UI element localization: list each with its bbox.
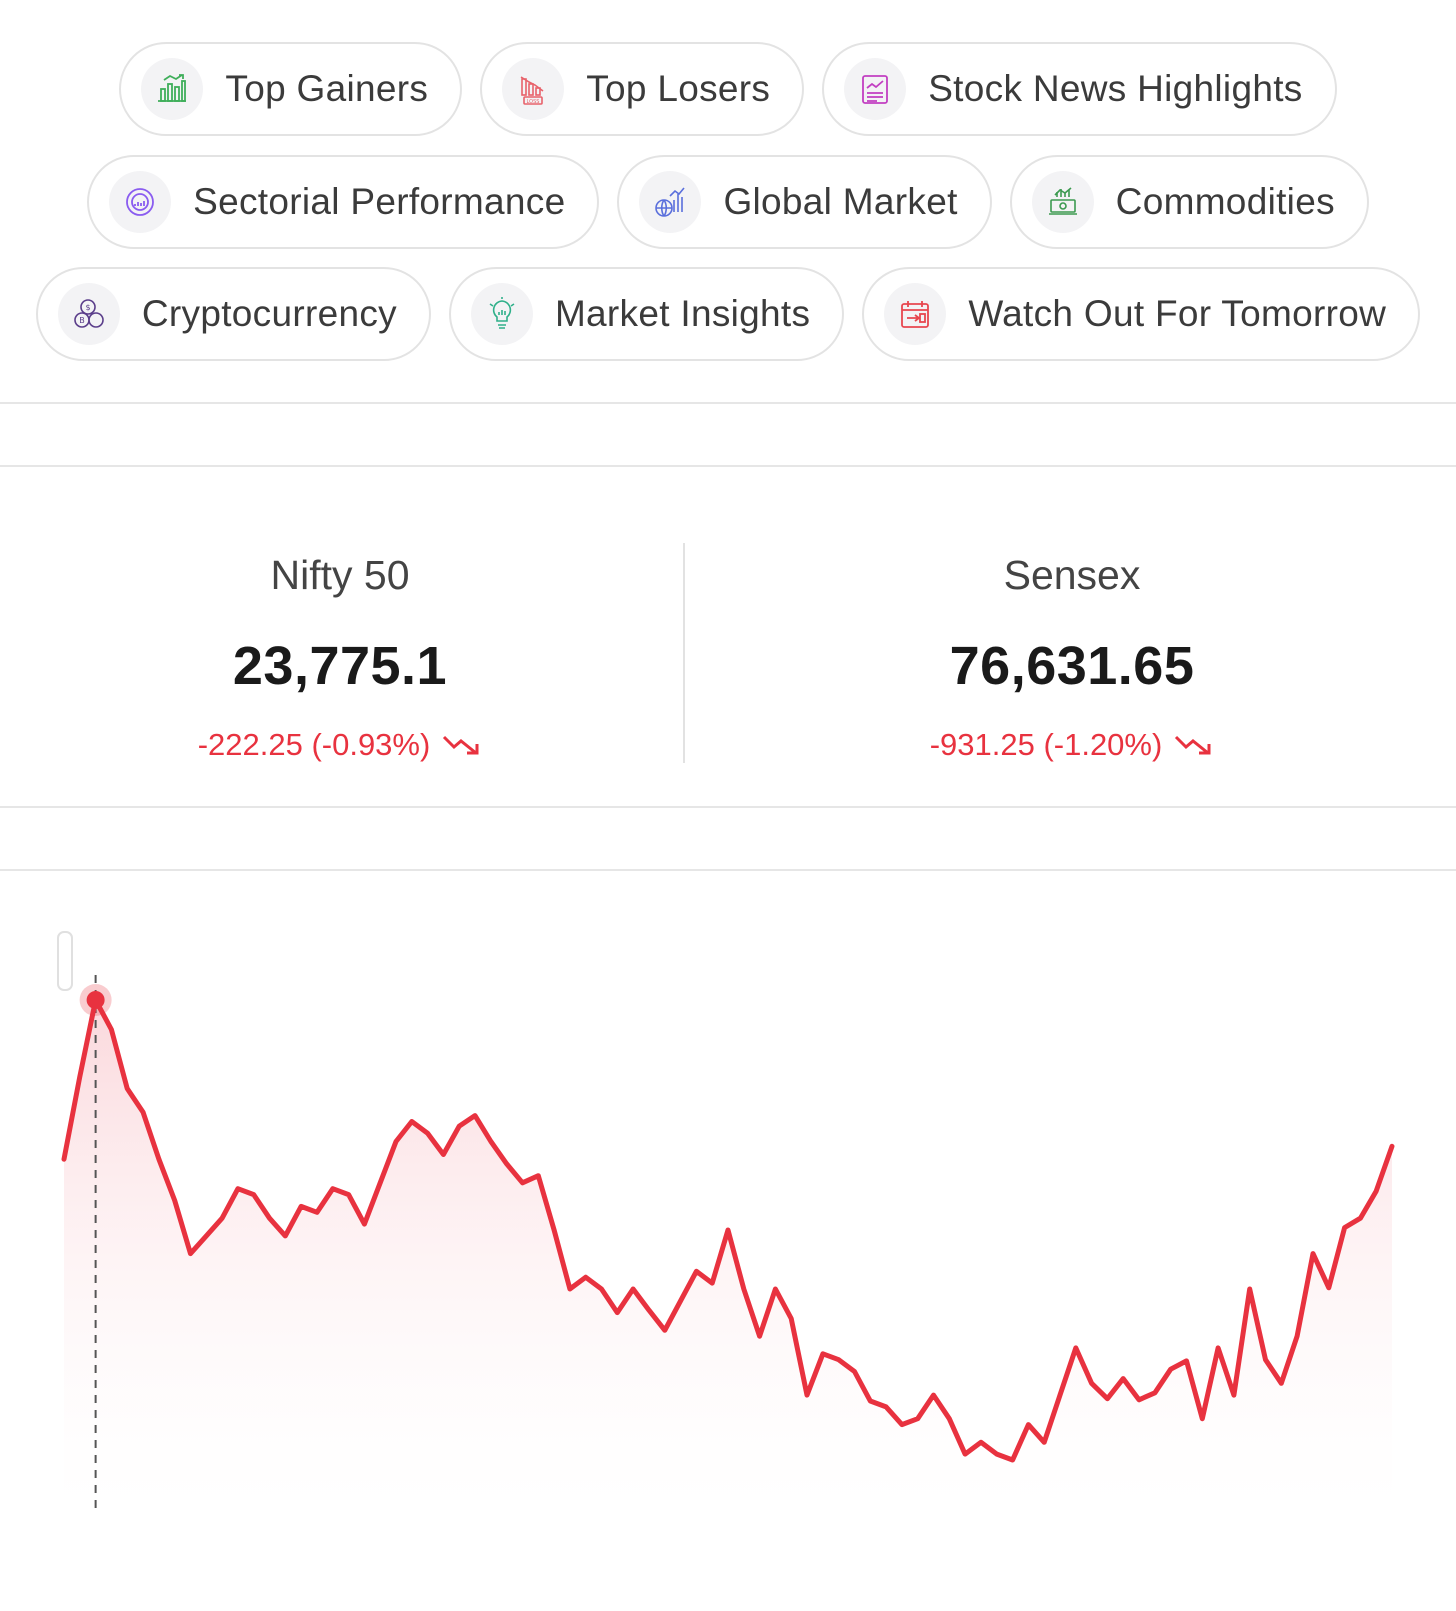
divider (0, 806, 1456, 808)
gainers-chart-icon (141, 58, 204, 120)
index-card-nifty[interactable]: Nifty 50 23,775.1 -222.25 (-0.93%) (0, 530, 680, 763)
svg-text:$: $ (85, 303, 90, 312)
chip-global-market[interactable]: Global Market (617, 155, 992, 249)
sector-gauge-icon (109, 171, 172, 233)
chip-stock-news-highlights[interactable]: Stock News Highlights (822, 42, 1337, 136)
index-change: -931.25 (-1.20%) (930, 727, 1215, 763)
index-name: Nifty 50 (270, 552, 410, 598)
divider (0, 402, 1456, 404)
chart-line (61, 997, 1395, 1463)
chip-commodities[interactable]: Commodities (1009, 155, 1369, 249)
chip-row-2: Sectorial Performance Global Market Comm… (0, 155, 1456, 249)
chip-label: Sectorial Performance (193, 181, 566, 222)
globe-chart-icon (639, 171, 702, 233)
index-value: 76,631.65 (949, 636, 1195, 696)
svg-text:B: B (79, 316, 85, 325)
chip-label: Top Gainers (225, 68, 429, 109)
chip-row-3: $ B Cryptocurrency Market Insights Watch … (0, 267, 1456, 361)
news-icon (844, 58, 907, 120)
chip-label: Cryptocurrency (141, 293, 397, 334)
index-card-sensex[interactable]: Sensex 76,631.65 -931.25 (-1.20%) (732, 530, 1412, 763)
chip-label: Commodities (1115, 181, 1335, 222)
index-change-text: -222.25 (-0.93%) (197, 727, 431, 762)
index-change-text: -931.25 (-1.20%) (929, 727, 1163, 762)
vertical-divider (683, 543, 685, 763)
calendar-icon (884, 283, 947, 345)
chip-label: Watch Out For Tomorrow (968, 293, 1387, 334)
divider (0, 465, 1456, 467)
chip-label: Market Insights (554, 293, 811, 334)
index-change: -222.25 (-0.93%) (198, 727, 483, 763)
chip-cryptocurrency[interactable]: $ B Cryptocurrency (35, 267, 431, 361)
chip-sectorial-performance[interactable]: Sectorial Performance (87, 155, 600, 249)
chart-marker[interactable] (86, 991, 105, 1009)
chip-top-gainers[interactable]: Top Gainers (119, 42, 463, 136)
trend-down-icon (443, 735, 479, 755)
money-stack-icon (1031, 171, 1094, 233)
divider (0, 869, 1456, 871)
chip-label: Stock News Highlights (928, 68, 1303, 109)
chip-row-1: Top Gainers LOSS Top Losers Stock News H… (0, 42, 1456, 136)
crypto-coins-icon: $ B (57, 283, 120, 345)
chart-area (64, 1000, 1392, 1510)
index-value: 23,775.1 (232, 636, 448, 696)
chip-market-insights[interactable]: Market Insights (448, 267, 845, 361)
index-name: Sensex (1003, 552, 1141, 598)
lightbulb-chart-icon (470, 283, 533, 345)
chip-label: Global Market (723, 181, 958, 222)
losers-chart-icon: LOSS (502, 58, 565, 120)
trend-down-icon (1175, 735, 1211, 755)
svg-text:LOSS: LOSS (527, 99, 540, 105)
intraday-chart[interactable] (0, 900, 1456, 1600)
chip-watch-out-for-tomorrow[interactable]: Watch Out For Tomorrow (862, 267, 1421, 361)
chip-label: Top Losers (586, 68, 771, 109)
chip-top-losers[interactable]: LOSS Top Losers (480, 42, 805, 136)
tooltip-edge (57, 931, 73, 991)
